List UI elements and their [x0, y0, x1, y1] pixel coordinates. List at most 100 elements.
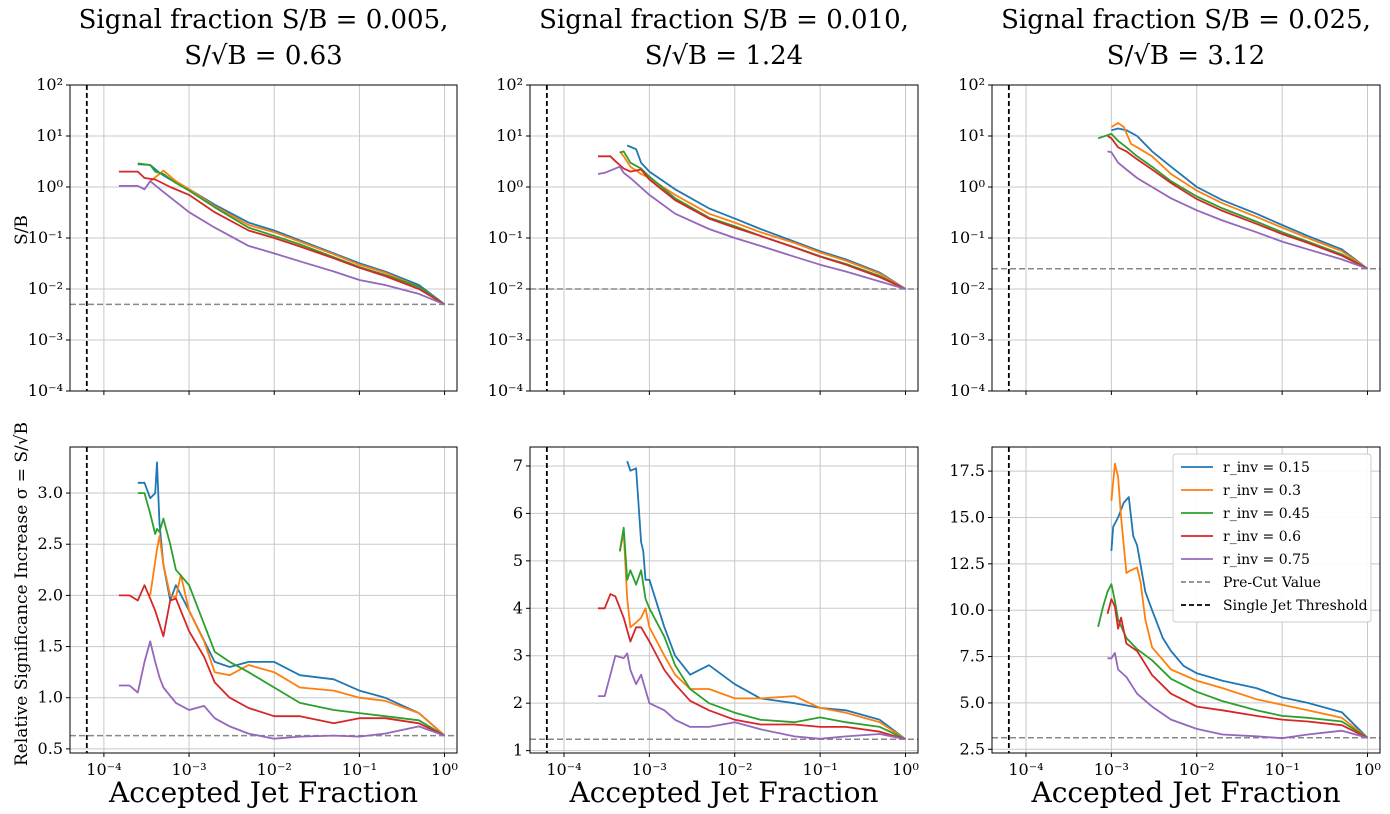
series-line	[149, 535, 446, 737]
panel-top-left: 10⁻⁴ 10⁻³ 10⁻² 10⁻¹ 10⁰ 10¹ 10² Signal fraction…	[12, 5, 458, 400]
series-group	[1097, 462, 1369, 740]
y-tick-label: 2.0	[38, 585, 63, 604]
y-tick-label: 2.5	[960, 739, 985, 758]
y-tick-label: 10¹	[36, 126, 63, 145]
y-tick-label: 10²	[36, 75, 63, 94]
y-tick-label: 10⁻²	[28, 279, 63, 298]
legend-label: r_inv = 0.3	[1223, 483, 1301, 499]
series-group	[598, 460, 907, 741]
series-line	[598, 155, 906, 290]
series-line	[1107, 135, 1368, 270]
y-tick-label: 10⁻¹	[28, 228, 63, 247]
series-line	[118, 584, 445, 737]
y-tick-label: 10⁰	[496, 177, 523, 196]
legend-label: r_inv = 0.45	[1223, 506, 1310, 522]
y-tick-label: 10⁻¹	[488, 228, 523, 247]
axes-frame	[529, 446, 919, 754]
panel-title-line2: S/√B = 3.12	[1107, 41, 1265, 71]
panel-top-right: 10⁻⁴ 10⁻³ 10⁻² 10⁻¹ 10⁰ 10¹ 10² Signal fraction…	[950, 5, 1381, 400]
y-tick-label: 15.0	[949, 507, 985, 526]
series-group	[118, 461, 446, 740]
x-tick-label: 10⁻⁴	[546, 760, 581, 779]
y-tick-label: 10⁻³	[28, 330, 63, 349]
y-tick-label: 10²	[496, 75, 523, 94]
y-tick-label: 7	[513, 456, 523, 475]
series-line	[118, 180, 445, 306]
y-tick-label: 1.0	[38, 688, 63, 707]
series-line	[597, 165, 906, 290]
series-line	[1110, 462, 1369, 739]
y-tick-label: 2	[513, 693, 523, 712]
y-tick-label: 10⁻⁴	[950, 381, 985, 400]
legend-label: r_inv = 0.15	[1223, 460, 1310, 476]
y-tick-label: 10⁻³	[950, 330, 985, 349]
legend-label: Single Jet Threshold	[1223, 598, 1368, 614]
series-line	[1111, 127, 1369, 270]
series-line	[598, 593, 906, 741]
series-line	[1107, 150, 1368, 270]
x-tick-label: 10⁻³	[171, 760, 206, 779]
x-tick-label: 10⁰	[892, 760, 919, 779]
x-tick-label: 10⁻²	[717, 760, 752, 779]
panel-bottom-left: 0.5 1.0 1.5 2.0 2.5 3.0 10⁻⁴ 10⁻³ 10⁻² 10⁻¹ 10⁰ Acc…	[12, 422, 458, 809]
y-tick-label: 10²	[958, 75, 985, 94]
series-line	[1097, 132, 1368, 270]
y-tick-label: 10⁻³	[488, 330, 523, 349]
x-tick-label: 10⁻¹	[342, 760, 377, 779]
panel-title-line1: Signal fraction S/B = 0.010,	[539, 5, 909, 35]
y-tick-label: 3.0	[38, 483, 63, 502]
y-tick-label: 7.5	[960, 647, 985, 666]
y-tick-label: 17.5	[949, 461, 985, 480]
series-line	[619, 150, 906, 290]
y-tick-label: 10⁻⁴	[488, 381, 523, 400]
x-tick-label: 10⁻³	[632, 760, 667, 779]
y-tick-label: 3	[513, 646, 523, 665]
y-axis-label: Relative Significance Increase σ = S/√B	[12, 422, 32, 766]
panel-bottom-center: 1 2 3 4 5 6 7 10⁻⁴ 10⁻³ 10⁻² 10⁻¹ 10⁰ Accepted Jet F…	[513, 446, 919, 809]
axes-frame	[69, 446, 458, 754]
y-tick-label: 12.5	[949, 554, 985, 573]
y-tick-label: 0.5	[38, 739, 63, 758]
series-line	[626, 144, 906, 290]
legend: r_inv = 0.15 r_inv = 0.3 r_inv = 0.45 r_inv…	[1172, 453, 1372, 623]
series-line	[1107, 652, 1368, 740]
legend-box	[1172, 453, 1372, 623]
panel-title-line1: Signal fraction S/B = 0.025,	[1001, 5, 1371, 35]
series-line	[618, 531, 906, 740]
y-axis-label: S/B	[12, 215, 32, 245]
y-tick-label: 1.5	[38, 637, 63, 656]
panel-title-line2: S/√B = 0.63	[184, 41, 342, 71]
x-axis-label: Accepted Jet Fraction	[108, 776, 418, 809]
y-tick-label: 1	[513, 741, 523, 760]
series-line	[598, 652, 906, 741]
series-line	[118, 640, 445, 740]
x-axis-label: Accepted Jet Fraction	[569, 776, 879, 809]
legend-label: Pre-Cut Value	[1223, 575, 1321, 591]
series-line	[137, 492, 446, 737]
series-line	[137, 162, 446, 306]
series-group	[1097, 122, 1369, 270]
y-tick-label: 10⁻¹	[950, 228, 985, 247]
series-group	[118, 162, 446, 306]
x-tick-label: 10⁻⁴	[1008, 760, 1043, 779]
x-tick-label: 10⁰	[431, 760, 458, 779]
axes-frame	[991, 446, 1381, 754]
panel-title-line2: S/√B = 1.24	[645, 41, 803, 71]
y-tick-label: 10⁰	[36, 177, 63, 196]
y-tick-label: 5.0	[960, 693, 985, 712]
y-tick-label: 10¹	[958, 126, 985, 145]
legend-label: r_inv = 0.75	[1223, 552, 1310, 568]
x-tick-label: 10⁻²	[1179, 760, 1214, 779]
series-line	[118, 170, 446, 306]
y-tick-label: 5	[513, 551, 523, 570]
series-line	[1110, 122, 1369, 270]
y-tick-label: 10¹	[496, 126, 523, 145]
series-line	[137, 461, 446, 737]
x-tick-label: 10⁻²	[257, 760, 292, 779]
y-tick-label: 10⁰	[958, 177, 985, 196]
x-tick-label: 10⁻³	[1094, 760, 1129, 779]
x-tick-label: 10⁻¹	[803, 760, 838, 779]
series-line	[619, 150, 906, 290]
series-line	[1110, 496, 1369, 739]
